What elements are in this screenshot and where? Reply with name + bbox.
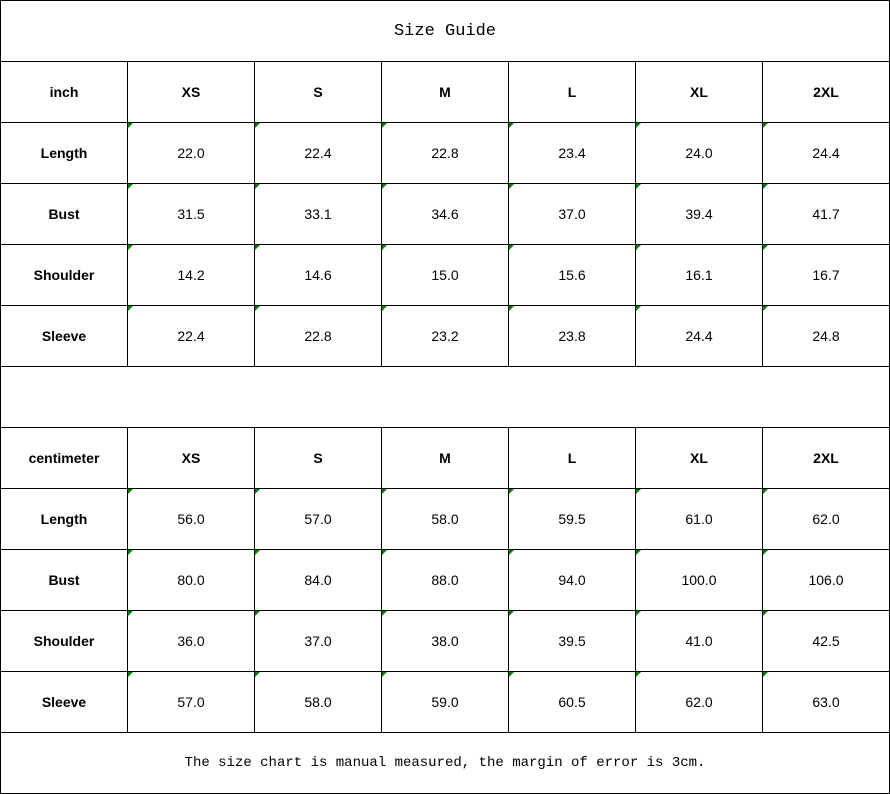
measurement-value: 57.0 xyxy=(127,671,255,733)
measurement-label: Shoulder xyxy=(0,610,128,672)
measurement-value: 22.0 xyxy=(127,122,255,184)
spacer-row xyxy=(0,366,890,428)
size-header: L xyxy=(508,61,636,123)
size-header: XS xyxy=(127,61,255,123)
size-header: 2XL xyxy=(762,427,890,489)
measurement-value: 58.0 xyxy=(381,488,509,550)
size-header: M xyxy=(381,61,509,123)
measurement-label: Length xyxy=(0,488,128,550)
measurement-value: 24.4 xyxy=(635,305,763,367)
measurement-value: 15.0 xyxy=(381,244,509,306)
title-row: Size Guide xyxy=(0,0,890,62)
size-header: 2XL xyxy=(762,61,890,123)
measurement-value: 60.5 xyxy=(508,671,636,733)
unit-header: centimeter xyxy=(0,427,128,489)
measurement-value: 41.0 xyxy=(635,610,763,672)
measurement-value: 23.2 xyxy=(381,305,509,367)
table-row: Sleeve 57.0 58.0 59.0 60.5 62.0 63.0 xyxy=(0,671,890,733)
empty-spacer-cell xyxy=(0,366,890,428)
table-row: Bust 80.0 84.0 88.0 94.0 100.0 106.0 xyxy=(0,549,890,611)
measurement-value: 62.0 xyxy=(762,488,890,550)
measurement-label: Bust xyxy=(0,183,128,245)
measurement-value: 24.0 xyxy=(635,122,763,184)
measurement-value: 33.1 xyxy=(254,183,382,245)
measurement-value: 37.0 xyxy=(508,183,636,245)
measurement-value: 94.0 xyxy=(508,549,636,611)
measurement-value: 80.0 xyxy=(127,549,255,611)
measurement-value: 31.5 xyxy=(127,183,255,245)
measurement-value: 61.0 xyxy=(635,488,763,550)
measurement-value: 22.4 xyxy=(127,305,255,367)
page-title: Size Guide xyxy=(0,0,890,62)
size-header: L xyxy=(508,427,636,489)
measurement-value: 22.8 xyxy=(381,122,509,184)
measurement-value: 23.4 xyxy=(508,122,636,184)
measurement-value: 59.5 xyxy=(508,488,636,550)
measurement-value: 38.0 xyxy=(381,610,509,672)
measurement-value: 39.5 xyxy=(508,610,636,672)
measurement-label: Length xyxy=(0,122,128,184)
measurement-value: 56.0 xyxy=(127,488,255,550)
size-header: S xyxy=(254,427,382,489)
measurement-label: Bust xyxy=(0,549,128,611)
size-header: XL xyxy=(635,427,763,489)
measurement-value: 23.8 xyxy=(508,305,636,367)
measurement-value: 84.0 xyxy=(254,549,382,611)
measurement-value: 16.1 xyxy=(635,244,763,306)
measurement-value: 62.0 xyxy=(635,671,763,733)
measurement-value: 41.7 xyxy=(762,183,890,245)
measurement-value: 57.0 xyxy=(254,488,382,550)
measurement-value: 100.0 xyxy=(635,549,763,611)
table-row: Length 22.0 22.4 22.8 23.4 24.0 24.4 xyxy=(0,122,890,184)
header-row: centimeter XS S M L XL 2XL xyxy=(0,427,890,489)
measurement-value: 58.0 xyxy=(254,671,382,733)
size-header: S xyxy=(254,61,382,123)
size-header: M xyxy=(381,427,509,489)
measurement-value: 16.7 xyxy=(762,244,890,306)
measurement-value: 59.0 xyxy=(381,671,509,733)
measurement-value: 39.4 xyxy=(635,183,763,245)
measurement-value: 24.4 xyxy=(762,122,890,184)
measurement-value: 24.8 xyxy=(762,305,890,367)
measurement-value: 14.2 xyxy=(127,244,255,306)
unit-header: inch xyxy=(0,61,128,123)
measurement-label: Sleeve xyxy=(0,671,128,733)
measurement-value: 14.6 xyxy=(254,244,382,306)
measurement-value: 42.5 xyxy=(762,610,890,672)
note-row: The size chart is manual measured, the m… xyxy=(0,732,890,794)
measurement-value: 63.0 xyxy=(762,671,890,733)
table-row: Bust 31.5 33.1 34.6 37.0 39.4 41.7 xyxy=(0,183,890,245)
measurement-value: 34.6 xyxy=(381,183,509,245)
table-row: Length 56.0 57.0 58.0 59.5 61.0 62.0 xyxy=(0,488,890,550)
size-header: XL xyxy=(635,61,763,123)
measurement-note: The size chart is manual measured, the m… xyxy=(0,732,890,794)
table-row: Shoulder 14.2 14.6 15.0 15.6 16.1 16.7 xyxy=(0,244,890,306)
measurement-value: 88.0 xyxy=(381,549,509,611)
measurement-value: 106.0 xyxy=(762,549,890,611)
measurement-value: 22.8 xyxy=(254,305,382,367)
measurement-value: 15.6 xyxy=(508,244,636,306)
table-row: Shoulder 36.0 37.0 38.0 39.5 41.0 42.5 xyxy=(0,610,890,672)
header-row: inch XS S M L XL 2XL xyxy=(0,61,890,123)
measurement-label: Shoulder xyxy=(0,244,128,306)
measurement-value: 36.0 xyxy=(127,610,255,672)
size-header: XS xyxy=(127,427,255,489)
table-row: Sleeve 22.4 22.8 23.2 23.8 24.4 24.8 xyxy=(0,305,890,367)
measurement-value: 22.4 xyxy=(254,122,382,184)
measurement-value: 37.0 xyxy=(254,610,382,672)
measurement-label: Sleeve xyxy=(0,305,128,367)
